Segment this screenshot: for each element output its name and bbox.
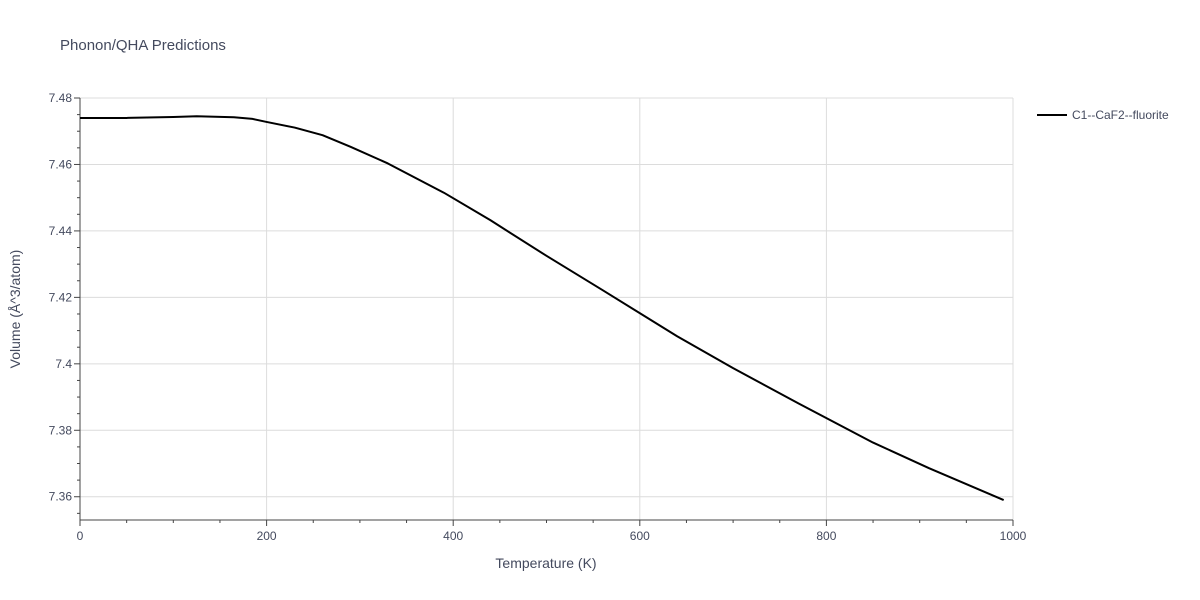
y-tick-label: 7.46: [49, 157, 73, 171]
x-tick-label: 600: [630, 529, 650, 543]
series-line: [80, 115, 1005, 501]
x-tick-label: 0: [77, 529, 84, 543]
x-tick-label: 200: [257, 529, 277, 543]
x-tick-label: 1000: [1000, 529, 1027, 543]
y-tick-label: 7.44: [49, 224, 73, 238]
x-axis-label: Temperature (K): [495, 555, 596, 571]
y-tick-label: 7.38: [49, 423, 73, 437]
series-layer: [80, 115, 1005, 501]
legend[interactable]: C1--CaF2--fluorite: [1037, 108, 1169, 122]
y-tick-label: 7.4: [55, 357, 72, 371]
grid: [80, 97, 1014, 520]
x-tick-label: 400: [443, 529, 463, 543]
legend-label: C1--CaF2--fluorite: [1072, 108, 1169, 122]
x-tick-label: 800: [816, 529, 836, 543]
y-axis-label: Volume (Å^3/atom): [7, 250, 23, 369]
chart-title: Phonon/QHA Predictions: [60, 37, 226, 54]
y-axis-ticks: 7.36 7.38 7.4 7.42 7.44 7.46 7.48: [49, 91, 80, 514]
y-tick-label: 7.48: [49, 91, 73, 105]
x-axis-ticks: 0 200 400 600 800 1000: [77, 520, 1027, 543]
y-tick-label: 7.42: [49, 290, 73, 304]
axes: [79, 98, 1013, 521]
y-tick-label: 7.36: [49, 490, 73, 504]
